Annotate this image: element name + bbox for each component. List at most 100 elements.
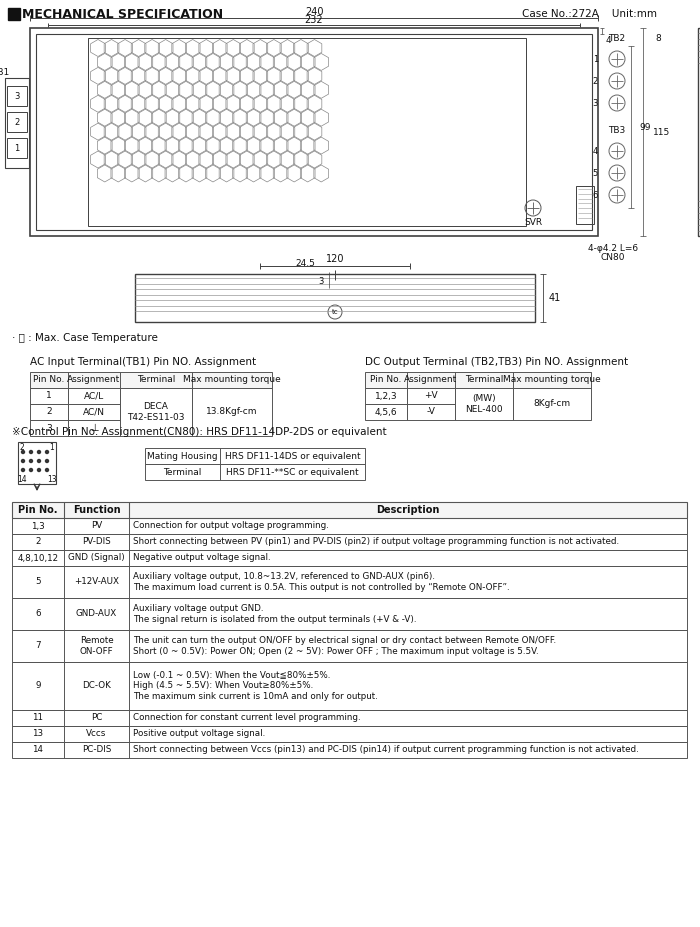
Text: 1: 1	[46, 391, 52, 400]
Text: 8: 8	[655, 33, 661, 43]
Bar	[192, 388, 272, 436]
Text: 1: 1	[50, 442, 55, 451]
Bar	[12, 598, 687, 630]
Text: 2: 2	[593, 77, 598, 85]
Text: 3: 3	[318, 277, 323, 286]
Text: 5: 5	[35, 578, 41, 587]
Bar	[30, 372, 272, 388]
Text: 13: 13	[47, 475, 57, 484]
Text: TB1: TB1	[0, 68, 10, 77]
Bar	[12, 710, 687, 726]
Text: Assignment: Assignment	[67, 375, 120, 385]
Bar	[365, 388, 407, 404]
Text: 13: 13	[32, 730, 43, 739]
Text: PV: PV	[91, 522, 102, 530]
Text: DECA
T42-ES11-03: DECA T42-ES11-03	[127, 402, 185, 422]
Bar	[7, 112, 27, 132]
Text: 14: 14	[18, 475, 27, 484]
Text: GND (Signal): GND (Signal)	[68, 553, 125, 563]
Bar	[68, 388, 120, 404]
Text: 120: 120	[326, 254, 344, 264]
Bar	[12, 550, 687, 566]
Text: Max mounting torque: Max mounting torque	[503, 375, 601, 385]
Text: HRS DF11-14DS or equivalent: HRS DF11-14DS or equivalent	[225, 451, 360, 461]
Text: 1: 1	[593, 55, 598, 64]
Text: 41: 41	[549, 293, 561, 303]
Text: 3: 3	[46, 424, 52, 433]
Bar	[12, 662, 687, 710]
Circle shape	[29, 451, 32, 453]
Text: 1,2,3: 1,2,3	[374, 391, 398, 400]
Bar	[135, 274, 535, 322]
Text: CN80: CN80	[601, 253, 625, 262]
Bar	[407, 388, 455, 404]
Bar	[365, 404, 407, 420]
Text: Pin No.: Pin No.	[34, 375, 64, 385]
Bar	[7, 86, 27, 106]
Text: 3: 3	[14, 92, 20, 100]
Text: 115: 115	[653, 128, 671, 136]
Text: 1,3: 1,3	[31, 522, 45, 530]
Text: Mating Housing: Mating Housing	[147, 451, 218, 461]
Circle shape	[38, 460, 41, 463]
Text: Low (-0.1 ~ 0.5V): When the Vout≦80%±5%.
High (4.5 ~ 5.5V): When Vout≥80%±5%.
Th: Low (-0.1 ~ 0.5V): When the Vout≦80%±5%.…	[133, 671, 378, 701]
Text: Short connecting between Vccs (pin13) and PC-DIS (pin14) if output current progr: Short connecting between Vccs (pin13) an…	[133, 745, 638, 755]
Circle shape	[22, 460, 24, 463]
Bar	[7, 138, 27, 158]
Text: 3: 3	[593, 98, 598, 108]
Bar	[120, 388, 192, 436]
Text: DC-OK: DC-OK	[82, 681, 111, 691]
Text: Connection for constant current level programming.: Connection for constant current level pr…	[133, 714, 360, 722]
Circle shape	[46, 451, 48, 453]
Text: 8Kgf-cm: 8Kgf-cm	[533, 400, 570, 409]
Bar	[5, 78, 29, 168]
Text: SVR: SVR	[524, 218, 542, 226]
Text: -V: -V	[426, 408, 435, 416]
Text: Terminal: Terminal	[163, 467, 202, 476]
Text: TB2: TB2	[608, 33, 626, 43]
Text: AC/L: AC/L	[84, 391, 104, 400]
Text: 13.8Kgf-cm: 13.8Kgf-cm	[206, 408, 258, 416]
Text: 6: 6	[35, 609, 41, 618]
Text: Assignment: Assignment	[405, 375, 458, 385]
Bar	[12, 534, 687, 550]
Text: 2: 2	[46, 408, 52, 416]
Bar	[36, 34, 592, 230]
Bar	[145, 448, 365, 464]
Bar	[513, 388, 591, 420]
Bar	[12, 502, 687, 518]
Text: · Ⓣ : Max. Case Temperature: · Ⓣ : Max. Case Temperature	[12, 333, 158, 343]
Text: 99: 99	[639, 122, 650, 132]
Text: Vccs: Vccs	[86, 730, 106, 739]
Circle shape	[29, 460, 32, 463]
Text: 4: 4	[593, 146, 598, 156]
Text: DC Output Terminal (TB2,TB3) Pin NO. Assignment: DC Output Terminal (TB2,TB3) Pin NO. Ass…	[365, 357, 628, 367]
Text: ※Control Pin No. Assignment(CN80): HRS DF11-14DP-2DS or equivalent: ※Control Pin No. Assignment(CN80): HRS D…	[12, 427, 386, 437]
Bar	[88, 38, 526, 226]
Bar	[18, 442, 56, 484]
Text: Negative output voltage signal.: Negative output voltage signal.	[133, 553, 271, 563]
Text: TB3: TB3	[608, 125, 626, 134]
Text: 6: 6	[593, 191, 598, 199]
Text: 4-φ4.2 L=6: 4-φ4.2 L=6	[588, 244, 638, 252]
Text: 240: 240	[304, 7, 323, 17]
Text: Pin No.: Pin No.	[370, 375, 402, 385]
Bar	[12, 566, 687, 598]
Bar	[12, 742, 687, 758]
Text: 11: 11	[32, 714, 43, 722]
Bar	[407, 404, 455, 420]
Bar	[576, 186, 594, 224]
Text: MECHANICAL SPECIFICATION: MECHANICAL SPECIFICATION	[22, 7, 223, 20]
Text: Remote
ON-OFF: Remote ON-OFF	[80, 636, 113, 655]
Circle shape	[22, 451, 24, 453]
Bar	[30, 404, 68, 420]
Text: Case No.:272A    Unit:mm: Case No.:272A Unit:mm	[522, 9, 657, 19]
Text: 2: 2	[35, 538, 41, 547]
Text: Auxiliary voltage output GND.
The signal return is isolated from the output term: Auxiliary voltage output GND. The signal…	[133, 604, 416, 624]
Bar	[145, 464, 365, 480]
Text: 14: 14	[32, 745, 43, 755]
Bar	[8, 8, 20, 20]
Text: 7: 7	[35, 641, 41, 651]
Text: +12V-AUX: +12V-AUX	[74, 578, 119, 587]
Text: Short connecting between PV (pin1) and PV-DIS (pin2) if output voltage programmi: Short connecting between PV (pin1) and P…	[133, 538, 619, 547]
